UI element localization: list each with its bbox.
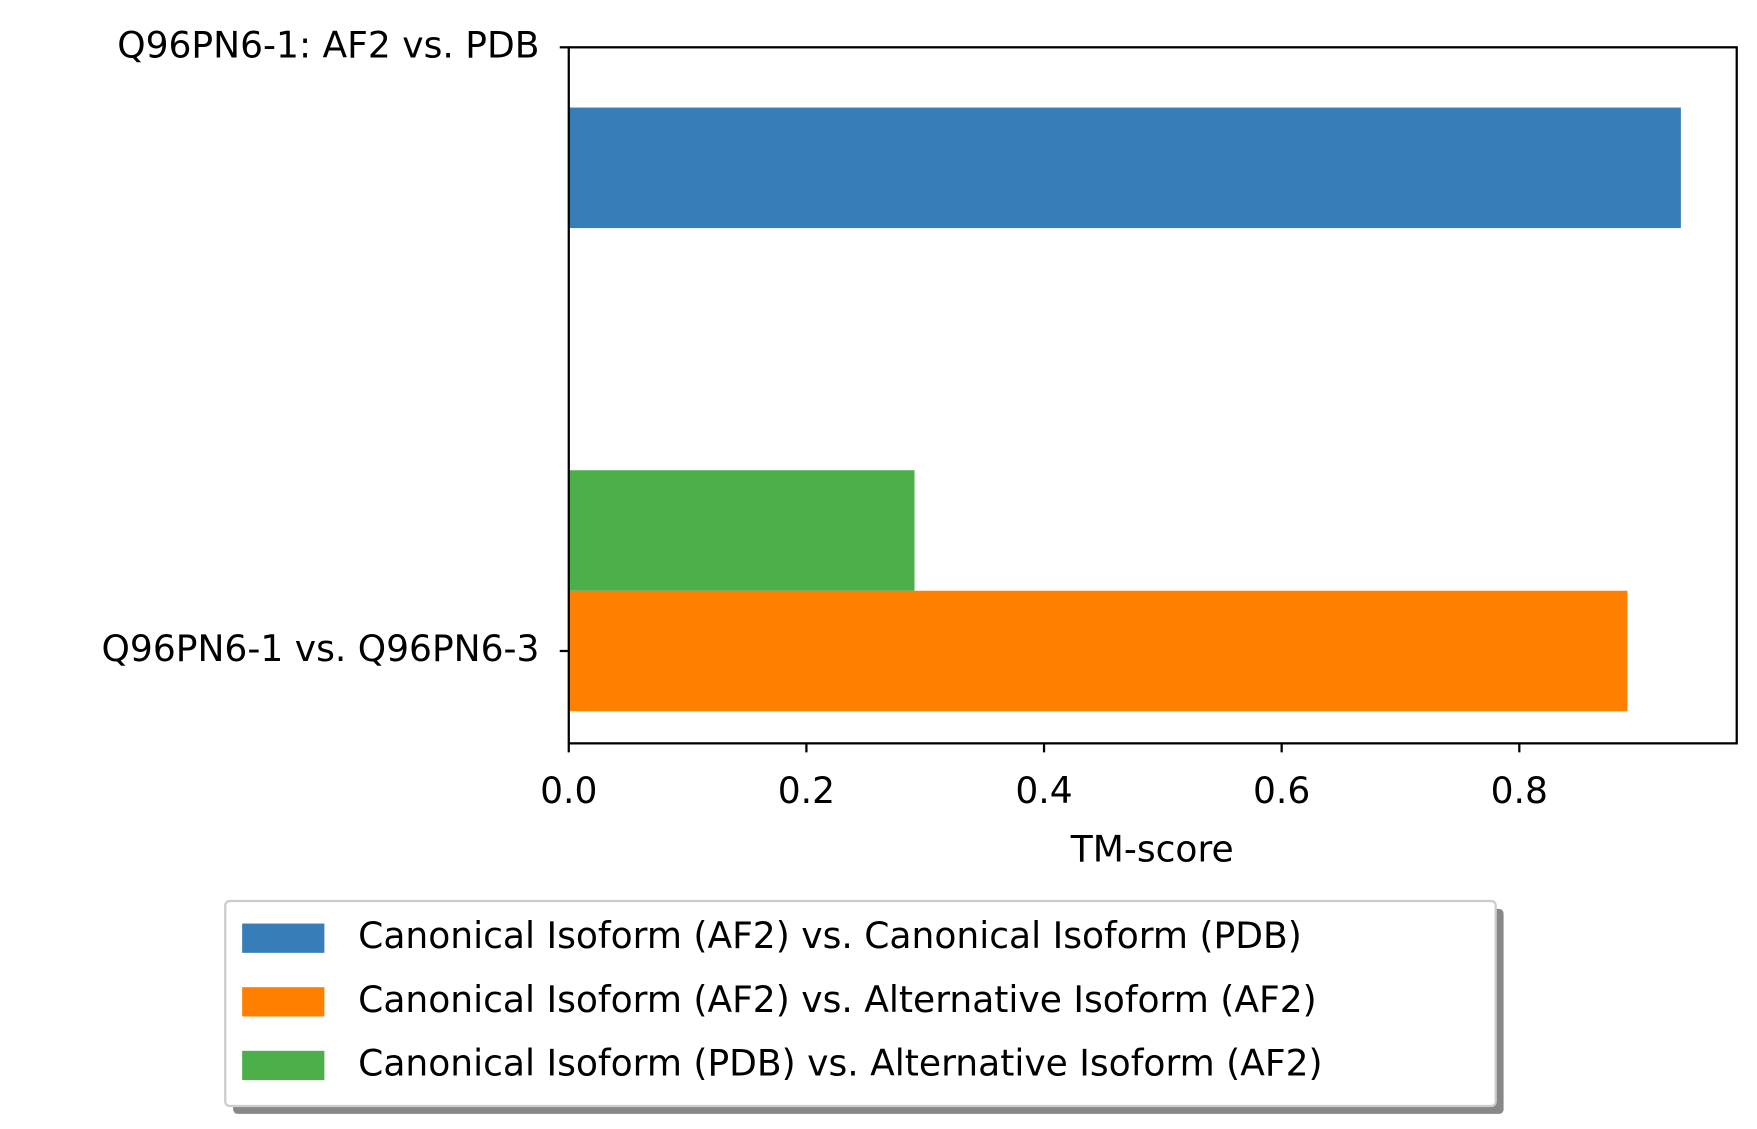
x-tick-label: 0.2 (778, 771, 835, 812)
x-tick-label: 0.4 (1015, 771, 1072, 812)
legend: Canonical Isoform (AF2) vs. Canonical Is… (224, 899, 1504, 1114)
bar (568, 470, 915, 591)
legend-label: Canonical Isoform (AF2) vs. Alternative … (358, 980, 1317, 1021)
legend-swatch (242, 987, 325, 1017)
legend-swatch (242, 1050, 325, 1081)
legend-swatch (242, 923, 325, 953)
x-tick-label: 0.8 (1491, 771, 1548, 812)
bar (568, 590, 1628, 712)
y-tick-label: Q96PN6-1 vs. Q96PN6-3 (102, 629, 540, 670)
x-tick-label: 0.0 (540, 771, 597, 812)
legend-label: Canonical Isoform (AF2) vs. Canonical Is… (358, 916, 1302, 957)
legend-box (224, 899, 1497, 1108)
legend-label: Canonical Isoform (PDB) vs. Alternative … (358, 1043, 1322, 1084)
x-axis-label: TM-score (1070, 829, 1234, 870)
x-tick-label: 0.6 (1253, 771, 1310, 812)
y-tick-label: Q96PN6-1: AF2 vs. PDB (117, 25, 539, 66)
plot-frame (567, 46, 1738, 745)
bar (568, 107, 1681, 229)
